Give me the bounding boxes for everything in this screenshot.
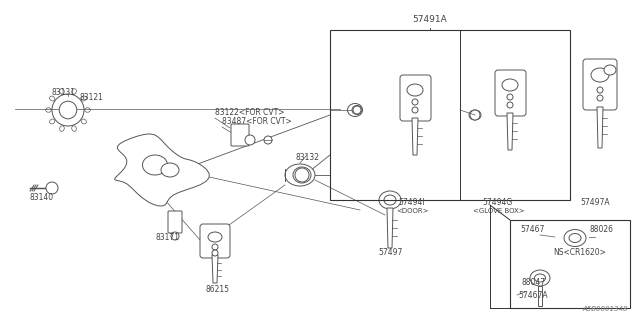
Text: 88047: 88047 (522, 278, 546, 287)
Text: 57497A: 57497A (580, 198, 610, 207)
Ellipse shape (60, 126, 64, 131)
Polygon shape (115, 134, 209, 206)
Circle shape (295, 168, 309, 182)
Text: 86215: 86215 (205, 285, 229, 294)
Ellipse shape (407, 84, 423, 96)
Text: 57494I: 57494I (398, 198, 424, 207)
Text: 83140: 83140 (30, 193, 54, 202)
Text: 83171: 83171 (155, 233, 179, 242)
Circle shape (412, 107, 418, 113)
Ellipse shape (72, 126, 76, 131)
Text: 83131: 83131 (52, 88, 76, 97)
Polygon shape (387, 208, 393, 248)
Ellipse shape (81, 96, 86, 101)
Text: 83122<FOR CVT>: 83122<FOR CVT> (215, 108, 285, 117)
Ellipse shape (534, 274, 545, 282)
Circle shape (353, 106, 361, 114)
Circle shape (264, 136, 272, 144)
Ellipse shape (60, 89, 64, 94)
FancyBboxPatch shape (400, 75, 431, 121)
FancyBboxPatch shape (168, 211, 182, 233)
Text: 57497: 57497 (378, 248, 403, 257)
Ellipse shape (379, 191, 401, 209)
Ellipse shape (530, 270, 550, 286)
Ellipse shape (285, 164, 315, 186)
Bar (330, 30, 570, 200)
Polygon shape (507, 113, 513, 150)
Ellipse shape (604, 65, 616, 75)
Text: A5B0001348: A5B0001348 (582, 306, 628, 312)
Text: 57491A: 57491A (413, 15, 447, 24)
Ellipse shape (348, 103, 362, 116)
Text: NS<CR1620>: NS<CR1620> (553, 248, 606, 257)
FancyBboxPatch shape (495, 70, 526, 116)
Circle shape (507, 94, 513, 100)
Circle shape (470, 110, 480, 120)
Ellipse shape (469, 110, 481, 120)
Circle shape (507, 102, 513, 108)
Ellipse shape (161, 163, 179, 177)
Ellipse shape (84, 108, 90, 112)
Ellipse shape (293, 167, 311, 183)
Ellipse shape (569, 234, 581, 243)
Text: 83487<FOR CVT>: 83487<FOR CVT> (222, 117, 292, 126)
Polygon shape (538, 286, 542, 306)
Text: 57467: 57467 (520, 225, 545, 234)
Circle shape (171, 232, 179, 240)
Circle shape (60, 101, 77, 119)
Polygon shape (412, 118, 418, 155)
Text: 88026: 88026 (590, 225, 614, 234)
FancyBboxPatch shape (231, 124, 249, 146)
Circle shape (212, 244, 218, 250)
Ellipse shape (591, 68, 609, 82)
Ellipse shape (143, 155, 168, 175)
Ellipse shape (564, 229, 586, 246)
Polygon shape (212, 255, 218, 283)
Text: <GLOVE BOX>: <GLOVE BOX> (473, 208, 525, 214)
Ellipse shape (81, 119, 86, 124)
Circle shape (46, 182, 58, 194)
Circle shape (245, 135, 255, 145)
Ellipse shape (208, 232, 222, 242)
FancyBboxPatch shape (583, 59, 617, 110)
Circle shape (597, 87, 603, 93)
Text: 83132: 83132 (295, 153, 319, 162)
Ellipse shape (49, 96, 55, 101)
FancyBboxPatch shape (200, 224, 230, 258)
Circle shape (212, 250, 218, 256)
Circle shape (412, 99, 418, 105)
Ellipse shape (72, 89, 76, 94)
Text: <DOOR>: <DOOR> (396, 208, 429, 214)
Circle shape (52, 94, 84, 126)
Polygon shape (597, 107, 603, 148)
Text: 83121: 83121 (80, 93, 104, 102)
Ellipse shape (502, 79, 518, 91)
Text: 57467A: 57467A (518, 291, 548, 300)
Bar (510, 220, 630, 308)
Circle shape (597, 95, 603, 101)
Ellipse shape (45, 108, 51, 112)
Ellipse shape (384, 195, 396, 205)
Ellipse shape (49, 119, 55, 124)
Text: 57494G: 57494G (482, 198, 512, 207)
Ellipse shape (352, 106, 362, 115)
